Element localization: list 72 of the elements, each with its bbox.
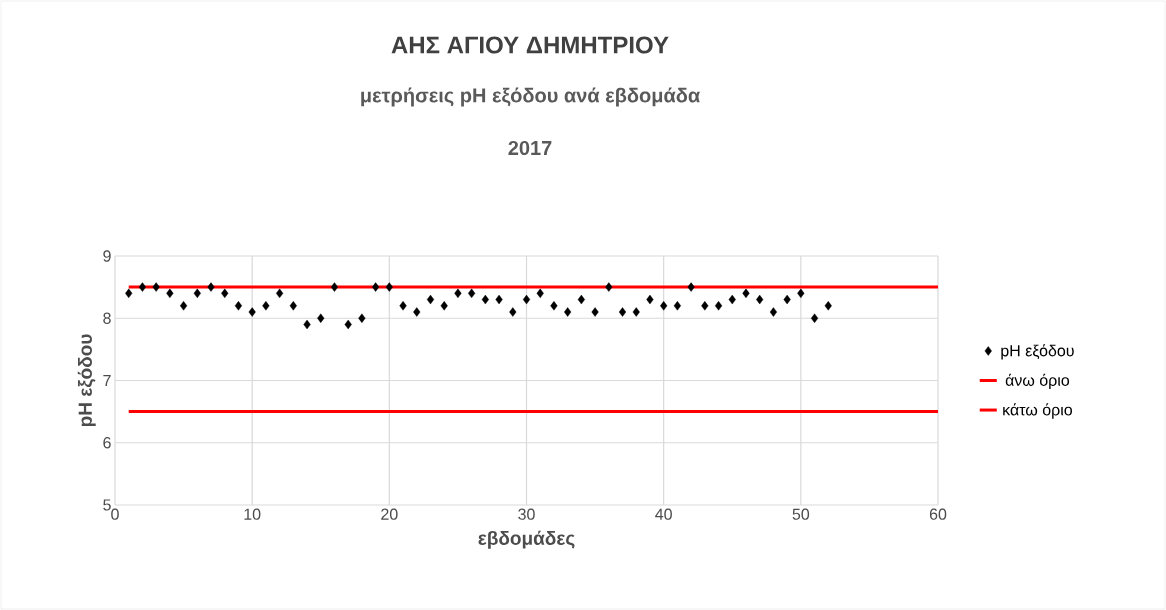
y-tick-label: 5 bbox=[103, 499, 111, 511]
legend-label: κάτω όριο bbox=[1003, 403, 1072, 419]
point bbox=[372, 282, 380, 292]
chart-subtitle: μετρήσεις pH εξόδου ανά εβδομάδα bbox=[361, 87, 700, 107]
point bbox=[509, 307, 517, 317]
y-tick-label: 9 bbox=[103, 250, 111, 262]
point bbox=[193, 288, 201, 299]
point bbox=[289, 301, 297, 311]
point bbox=[344, 319, 352, 330]
point bbox=[248, 307, 256, 317]
point bbox=[234, 301, 243, 311]
point bbox=[646, 294, 654, 305]
point bbox=[207, 282, 215, 292]
point bbox=[303, 319, 311, 330]
chart-title: ΑΗΣ ΑΓΙΟΥ ΔΗΜΗΤΡΙΟΥ bbox=[391, 36, 669, 54]
point bbox=[262, 301, 270, 311]
x-tick-label: 0 bbox=[111, 508, 119, 520]
point bbox=[138, 282, 147, 292]
text: 2017 bbox=[508, 140, 552, 156]
point bbox=[660, 301, 668, 311]
x-tick-label: 50 bbox=[792, 508, 810, 520]
point bbox=[591, 307, 599, 317]
y-tick-label: 6 bbox=[103, 437, 111, 449]
point bbox=[550, 301, 558, 311]
point bbox=[481, 294, 489, 305]
point bbox=[454, 288, 462, 299]
point bbox=[440, 301, 448, 311]
point bbox=[317, 313, 325, 323]
point bbox=[632, 307, 640, 317]
point bbox=[714, 301, 723, 311]
point bbox=[810, 313, 819, 323]
point bbox=[152, 282, 160, 292]
point bbox=[180, 301, 188, 311]
point bbox=[413, 307, 421, 317]
x-tick-label: 60 bbox=[929, 508, 947, 520]
point bbox=[742, 288, 750, 299]
point bbox=[769, 307, 777, 317]
point bbox=[399, 301, 407, 311]
x-tick-label: 20 bbox=[381, 508, 398, 520]
point bbox=[385, 282, 393, 292]
point bbox=[221, 288, 229, 299]
point bbox=[618, 307, 627, 317]
y-axis-title: pH εξόδου bbox=[77, 334, 96, 427]
point bbox=[687, 282, 695, 292]
point bbox=[756, 294, 764, 305]
point bbox=[701, 301, 709, 311]
point bbox=[797, 288, 805, 299]
x-tick-label: 10 bbox=[244, 508, 261, 520]
point bbox=[276, 288, 284, 299]
point bbox=[125, 288, 133, 299]
point bbox=[728, 294, 736, 305]
point bbox=[824, 301, 832, 311]
point bbox=[783, 294, 791, 305]
x-axis-title: εβδομάδες bbox=[478, 530, 575, 549]
point bbox=[564, 307, 572, 317]
point bbox=[577, 294, 585, 305]
point bbox=[673, 301, 681, 311]
legend-label: άνω όριο bbox=[1005, 373, 1070, 390]
point bbox=[605, 282, 613, 292]
y-tick-label: 8 bbox=[103, 312, 111, 324]
point bbox=[495, 294, 503, 305]
y-tick-label: 7 bbox=[103, 374, 111, 386]
legend-label: pH εξόδου bbox=[1001, 344, 1074, 360]
x-tick-label: 30 bbox=[518, 508, 535, 520]
point bbox=[536, 288, 544, 299]
point bbox=[330, 282, 339, 292]
point bbox=[522, 294, 531, 305]
x-tick-label: 40 bbox=[655, 508, 672, 520]
point bbox=[468, 288, 476, 299]
point bbox=[358, 313, 366, 323]
point bbox=[166, 288, 174, 299]
point bbox=[426, 294, 435, 305]
